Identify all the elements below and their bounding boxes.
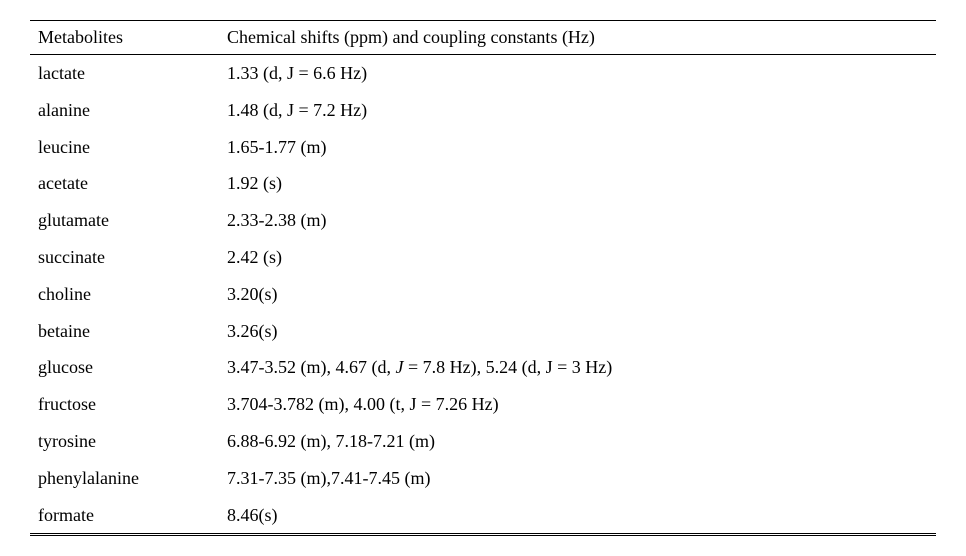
table-row: acetate1.92 (s) — [30, 165, 936, 202]
metabolite-cell: glutamate — [30, 202, 223, 239]
metabolite-cell: glucose — [30, 349, 223, 386]
metabolite-cell: formate — [30, 497, 223, 535]
metabolite-cell: choline — [30, 276, 223, 313]
shifts-cell: 3.26(s) — [223, 313, 936, 350]
table-row: succinate2.42 (s) — [30, 239, 936, 276]
table-row: betaine3.26(s) — [30, 313, 936, 350]
metabolite-cell: alanine — [30, 92, 223, 129]
metabolite-cell: leucine — [30, 129, 223, 166]
shifts-cell: 2.42 (s) — [223, 239, 936, 276]
shifts-cell: 3.47-3.52 (m), 4.67 (d, J = 7.8 Hz), 5.2… — [223, 349, 936, 386]
shifts-text-pre: 3.47-3.52 (m), 4.67 (d, — [227, 357, 395, 377]
table-row: glucose3.47-3.52 (m), 4.67 (d, J = 7.8 H… — [30, 349, 936, 386]
metabolite-cell: lactate — [30, 55, 223, 92]
table-row: phenylalanine7.31-7.35 (m),7.41-7.45 (m) — [30, 460, 936, 497]
metabolite-cell: fructose — [30, 386, 223, 423]
col-header-metabolites: Metabolites — [30, 21, 223, 55]
metabolite-cell: tyrosine — [30, 423, 223, 460]
shifts-cell: 6.88-6.92 (m), 7.18-7.21 (m) — [223, 423, 936, 460]
table-row: leucine1.65-1.77 (m) — [30, 129, 936, 166]
shifts-cell: 2.33-2.38 (m) — [223, 202, 936, 239]
table-row: alanine1.48 (d, J = 7.2 Hz) — [30, 92, 936, 129]
col-header-shifts: Chemical shifts (ppm) and coupling const… — [223, 21, 936, 55]
shifts-cell: 3.20(s) — [223, 276, 936, 313]
shifts-text-post: = 7.8 Hz), 5.24 (d, J = 3 Hz) — [403, 357, 612, 377]
shifts-cell: 8.46(s) — [223, 497, 936, 535]
shifts-cell: 1.65-1.77 (m) — [223, 129, 936, 166]
table-body: lactate1.33 (d, J = 6.6 Hz)alanine1.48 (… — [30, 55, 936, 535]
shifts-cell: 1.48 (d, J = 7.2 Hz) — [223, 92, 936, 129]
table-header-row: Metabolites Chemical shifts (ppm) and co… — [30, 21, 936, 55]
shifts-cell: 1.33 (d, J = 6.6 Hz) — [223, 55, 936, 92]
table-row: choline3.20(s) — [30, 276, 936, 313]
metabolite-cell: betaine — [30, 313, 223, 350]
shifts-cell: 1.92 (s) — [223, 165, 936, 202]
metabolites-table: Metabolites Chemical shifts (ppm) and co… — [30, 20, 936, 536]
metabolite-cell: acetate — [30, 165, 223, 202]
table-row: glutamate2.33-2.38 (m) — [30, 202, 936, 239]
metabolite-cell: succinate — [30, 239, 223, 276]
shifts-cell: 7.31-7.35 (m),7.41-7.45 (m) — [223, 460, 936, 497]
table-row: lactate1.33 (d, J = 6.6 Hz) — [30, 55, 936, 92]
table-row: formate8.46(s) — [30, 497, 936, 535]
metabolite-cell: phenylalanine — [30, 460, 223, 497]
table-row: fructose3.704-3.782 (m), 4.00 (t, J = 7.… — [30, 386, 936, 423]
table-row: tyrosine6.88-6.92 (m), 7.18-7.21 (m) — [30, 423, 936, 460]
shifts-cell: 3.704-3.782 (m), 4.00 (t, J = 7.26 Hz) — [223, 386, 936, 423]
